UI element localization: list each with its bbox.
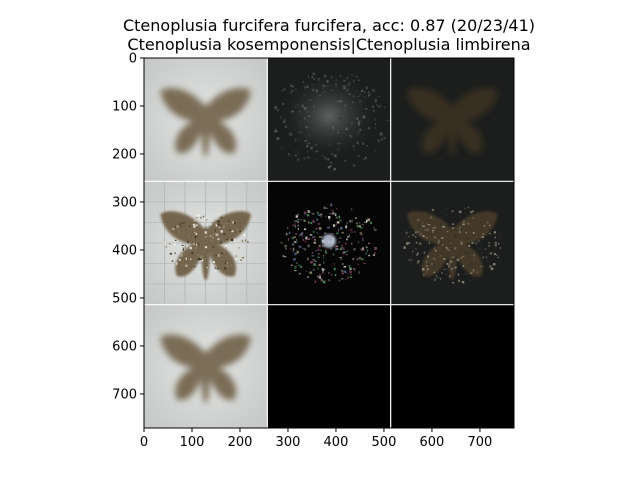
tile-r0-c0 — [144, 58, 268, 182]
y-tick-label: 300 — [112, 195, 137, 210]
y-axis: 0 100 200 300 400 500 600 700 — [112, 52, 144, 402]
y-tick-label: 400 — [112, 243, 137, 258]
x-tick-label: 300 — [276, 435, 301, 450]
x-tick-label: 200 — [228, 435, 253, 450]
tile-r1-c1 — [267, 181, 391, 305]
tile-separators — [144, 58, 514, 428]
y-tick-label: 600 — [112, 339, 137, 354]
y-tick-label: 500 — [112, 291, 137, 306]
axes-frame — [143, 57, 515, 429]
y-tick-label: 100 — [112, 99, 137, 114]
y-tick-label: 200 — [112, 147, 137, 162]
x-axis: 0 100 200 300 400 500 600 700 — [140, 428, 492, 450]
x-tick-label: 0 — [140, 435, 148, 450]
tile-r1-c2 — [390, 181, 514, 305]
tile-r1-c0 — [144, 181, 268, 305]
tile-r2-c0 — [144, 304, 268, 428]
x-tick-label: 600 — [420, 435, 445, 450]
x-tick-label: 700 — [468, 435, 493, 450]
title-line-2: Ctenoplusia kosemponensis|Ctenoplusia li… — [127, 35, 530, 54]
tile-r0-c1 — [267, 58, 391, 182]
x-tick-label: 100 — [180, 435, 205, 450]
tile-r2-c1 — [267, 304, 391, 428]
x-tick-label: 400 — [324, 435, 349, 450]
image-grid — [144, 58, 514, 428]
tile-r0-c2 — [390, 58, 514, 182]
y-tick-label: 700 — [112, 387, 137, 402]
title-line-1: Ctenoplusia furcifera furcifera, acc: 0.… — [123, 16, 535, 35]
x-tick-label: 500 — [372, 435, 397, 450]
y-tick-label: 0 — [129, 52, 137, 67]
tile-r2-c2 — [390, 304, 514, 428]
